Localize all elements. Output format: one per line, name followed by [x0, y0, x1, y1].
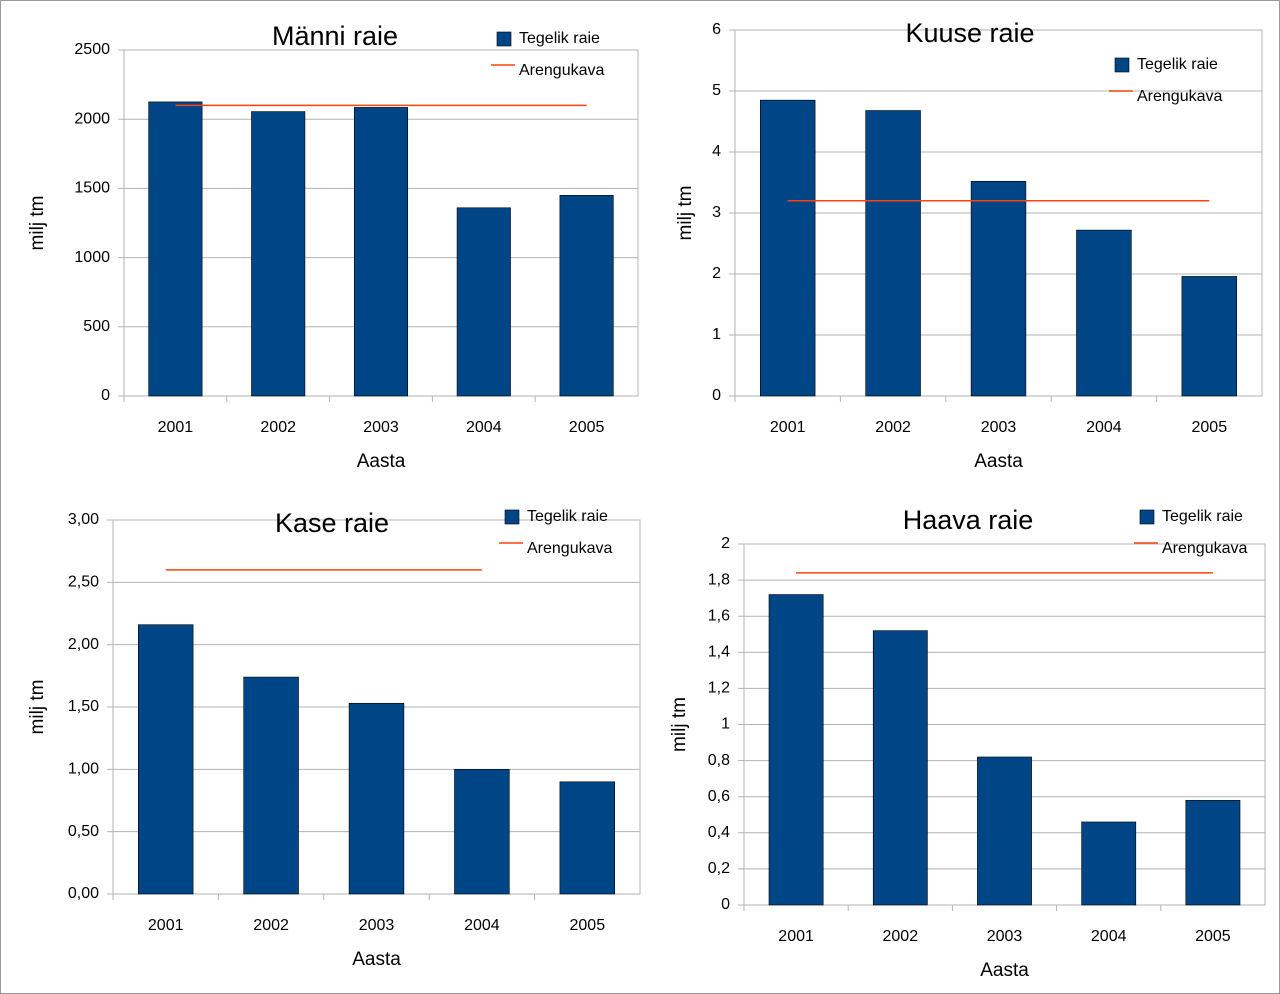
y-tick-label: 2 [721, 535, 730, 552]
y-tick-label: 1,00 [68, 761, 99, 778]
x-tick-label: 2003 [987, 928, 1023, 945]
x-tick-label: 2005 [569, 419, 605, 436]
legend-label: Tegelik raie [1137, 56, 1218, 73]
x-tick-label: 2002 [883, 928, 919, 945]
y-tick-label: 0,2 [708, 860, 730, 877]
y-tick-label: 1,6 [708, 607, 730, 624]
y-tick-label: 0,50 [68, 823, 99, 840]
bar [559, 195, 614, 397]
y-axis-title: milj tm [669, 697, 690, 752]
bar [768, 594, 824, 906]
x-tick-label: 2005 [1195, 928, 1231, 945]
y-tick-label: 1,2 [708, 680, 730, 697]
x-tick-label: 2001 [770, 419, 806, 436]
x-tick-label: 2003 [359, 917, 395, 934]
y-tick-label: 0 [721, 896, 730, 913]
bar [243, 676, 299, 895]
y-tick-label: 0 [712, 387, 721, 404]
y-tick-label: 2000 [74, 110, 110, 127]
chart-title: Kuuse raie [905, 18, 1034, 48]
bar [1081, 821, 1137, 906]
y-tick-label: 1 [721, 716, 730, 733]
x-tick-label: 2004 [1086, 419, 1122, 436]
legend-label: Arengukava [1137, 88, 1222, 105]
bar [872, 630, 928, 906]
bar [559, 781, 616, 895]
bar [865, 110, 921, 397]
y-tick-label: 4 [712, 143, 721, 160]
y-tick-label: 2,00 [68, 636, 99, 653]
y-tick-label: 0,6 [708, 788, 730, 805]
bar [759, 99, 816, 397]
x-tick-label: 2005 [570, 917, 606, 934]
x-tick-label: 2003 [363, 419, 399, 436]
y-tick-label: 1500 [74, 180, 110, 197]
y-tick-label: 500 [83, 318, 110, 335]
x-tick-label: 2002 [875, 419, 911, 436]
x-tick-label: 2004 [464, 917, 500, 934]
y-tick-label: 1,50 [68, 698, 99, 715]
x-axis-title: Aasta [357, 451, 406, 472]
y-tick-label: 3,00 [68, 511, 99, 528]
y-tick-label: 0 [101, 387, 110, 404]
y-axis-title: milj tm [27, 680, 48, 735]
bar [353, 107, 409, 397]
y-axis-title: milj tm [27, 196, 48, 251]
y-tick-label: 3 [712, 204, 721, 221]
x-tick-label: 2004 [1091, 928, 1127, 945]
chart-title: Männi raie [272, 21, 398, 51]
legend-label: Tegelik raie [1162, 508, 1243, 525]
legend-label: Tegelik raie [519, 30, 600, 47]
bar [1181, 276, 1238, 397]
x-tick-label: 2005 [1192, 419, 1228, 436]
y-tick-label: 1000 [74, 249, 110, 266]
y-axis-title: milj tm [675, 186, 696, 241]
x-axis-title: Aasta [352, 949, 401, 970]
legend-label: Arengukava [527, 540, 612, 557]
bar [454, 769, 510, 895]
y-tick-label: 1 [712, 326, 721, 343]
y-tick-label: 2,50 [68, 574, 99, 591]
bar [977, 756, 1032, 906]
legend-swatch [504, 509, 520, 525]
chart-title: Haava raie [903, 505, 1034, 535]
bar [137, 624, 194, 895]
bar [348, 702, 405, 895]
y-tick-label: 2500 [74, 41, 110, 58]
legend-swatch [1139, 509, 1155, 525]
y-tick-label: 5 [712, 82, 721, 99]
y-tick-label: 1,8 [708, 571, 730, 588]
y-tick-label: 2 [712, 265, 721, 282]
bar [1076, 229, 1132, 397]
x-tick-label: 2002 [253, 917, 289, 934]
y-tick-label: 6 [712, 21, 721, 38]
x-tick-label: 2003 [981, 419, 1017, 436]
y-tick-label: 0,00 [68, 885, 99, 902]
x-tick-label: 2001 [778, 928, 814, 945]
y-tick-label: 0,8 [708, 752, 730, 769]
legend-swatch [1114, 57, 1130, 73]
bar [456, 207, 511, 397]
x-tick-label: 2002 [260, 419, 296, 436]
x-tick-label: 2004 [466, 419, 502, 436]
legend-swatch [496, 31, 512, 47]
legend-label: Tegelik raie [527, 508, 608, 525]
legend-label: Arengukava [519, 62, 604, 79]
x-axis-title: Aasta [980, 960, 1029, 981]
y-tick-label: 1,4 [708, 644, 730, 661]
x-axis-title: Aasta [974, 451, 1023, 472]
bar [1185, 800, 1241, 906]
x-tick-label: 2001 [148, 917, 184, 934]
chart-title: Kase raie [275, 508, 389, 538]
legend-label: Arengukava [1162, 540, 1247, 557]
bar [970, 180, 1027, 397]
y-tick-label: 0,4 [708, 824, 730, 841]
x-tick-label: 2001 [158, 419, 194, 436]
bar [148, 101, 203, 397]
bar [251, 111, 306, 397]
